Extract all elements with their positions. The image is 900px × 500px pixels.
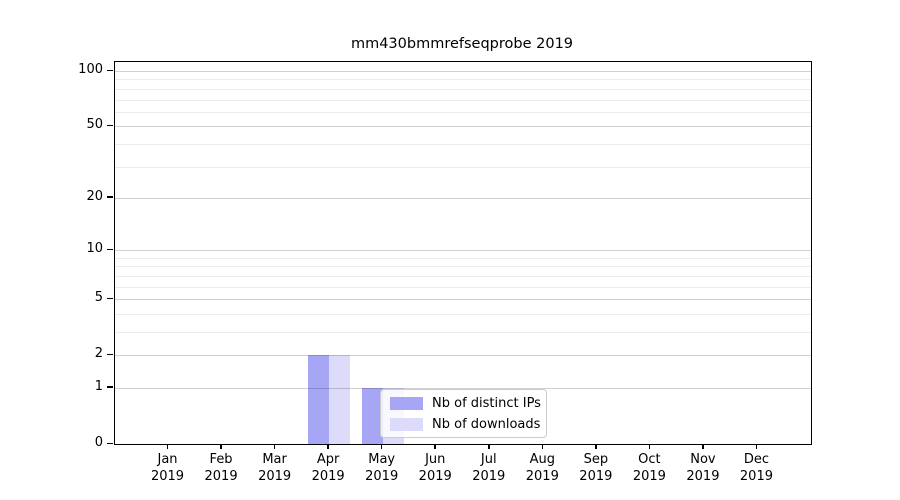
- y-tick-mark: [107, 386, 113, 388]
- gridline-minor: [115, 99, 811, 101]
- y-tick-mark: [107, 442, 113, 444]
- x-tick-mark: [488, 444, 490, 449]
- gridline-minor: [115, 257, 811, 259]
- gridline-major: [115, 197, 811, 199]
- x-tick-label-jun: Jun 2019: [418, 452, 452, 484]
- x-tick-label-feb: Feb 2019: [204, 452, 238, 484]
- legend-item-downloads: Nb of downloads: [390, 415, 541, 433]
- y-tick-label: 50: [86, 117, 103, 133]
- gridline-minor: [115, 313, 811, 315]
- bar-nb-of-distinct-ips-apr: [308, 355, 330, 444]
- gridline-minor: [115, 166, 811, 168]
- y-tick-mark: [107, 297, 113, 300]
- x-tick-mark: [380, 444, 383, 449]
- y-tick-label: 20: [86, 188, 103, 204]
- y-tick-label: 100: [78, 62, 103, 78]
- legend-item-distinct-ips: Nb of distinct IPs: [390, 394, 541, 412]
- y-tick-label: 10: [86, 241, 103, 257]
- legend-swatch-downloads: [390, 417, 423, 431]
- x-tick-mark: [434, 444, 436, 449]
- x-tick-label-jul: Jul 2019: [472, 452, 506, 484]
- x-tick-label-dec: Dec 2019: [739, 452, 773, 484]
- gridline-minor: [115, 331, 811, 333]
- x-tick-mark: [702, 444, 704, 449]
- x-tick-mark: [541, 444, 544, 449]
- legend-label-downloads: Nb of downloads: [432, 416, 541, 432]
- legend: Nb of distinct IPs Nb of downloads: [380, 389, 547, 438]
- y-tick-mark: [107, 248, 113, 251]
- gridline-minor: [115, 111, 811, 113]
- x-tick-mark: [755, 444, 758, 449]
- gridline-major: [115, 355, 811, 357]
- x-tick-mark: [327, 444, 329, 449]
- gridline-major: [115, 71, 811, 73]
- y-tick-label: 0: [94, 435, 103, 450]
- y-tick-mark: [107, 69, 113, 72]
- gridline-minor: [115, 143, 811, 145]
- x-tick-label-may: May 2019: [365, 452, 399, 484]
- x-tick-mark: [273, 444, 276, 449]
- x-tick-label-mar: Mar 2019: [258, 452, 292, 484]
- x-tick-label-nov: Nov 2019: [686, 452, 720, 484]
- x-tick-mark: [166, 444, 169, 449]
- y-tick-mark: [107, 353, 113, 356]
- y-tick-label: 5: [94, 290, 103, 306]
- plot-area: Nb of distinct IPs Nb of downloads: [114, 61, 812, 445]
- y-tick-label: 1: [94, 378, 103, 394]
- x-tick-mark: [648, 444, 651, 449]
- bar-nb-of-downloads-apr: [329, 355, 351, 444]
- gridline-minor: [115, 266, 811, 268]
- x-tick-label-aug: Aug 2019: [525, 452, 559, 484]
- chart-title: mm430bmmrefseqprobe 2019: [350, 36, 574, 52]
- y-tick-mark: [107, 124, 113, 127]
- bar-nb-of-distinct-ips-may: [361, 388, 383, 444]
- y-tick-label: 2: [94, 346, 103, 362]
- gridline-major: [115, 126, 811, 128]
- x-tick-label-jan: Jan 2019: [150, 452, 185, 484]
- x-tick-label-oct: Oct 2019: [632, 452, 666, 484]
- gridline-minor: [115, 275, 811, 277]
- gridline-minor: [115, 286, 811, 288]
- gridline-major: [115, 250, 811, 252]
- legend-swatch-distinct-ips: [390, 396, 423, 410]
- x-tick-mark: [595, 444, 597, 449]
- gridline-minor: [115, 79, 811, 81]
- legend-label-distinct-ips: Nb of distinct IPs: [432, 395, 541, 411]
- x-tick-mark: [220, 444, 222, 449]
- y-tick-mark: [107, 196, 113, 198]
- x-tick-label-sep: Sep 2019: [579, 452, 613, 484]
- gridline-minor: [115, 88, 811, 90]
- gridline-major: [115, 299, 811, 301]
- x-tick-label-apr: Apr 2019: [311, 452, 345, 484]
